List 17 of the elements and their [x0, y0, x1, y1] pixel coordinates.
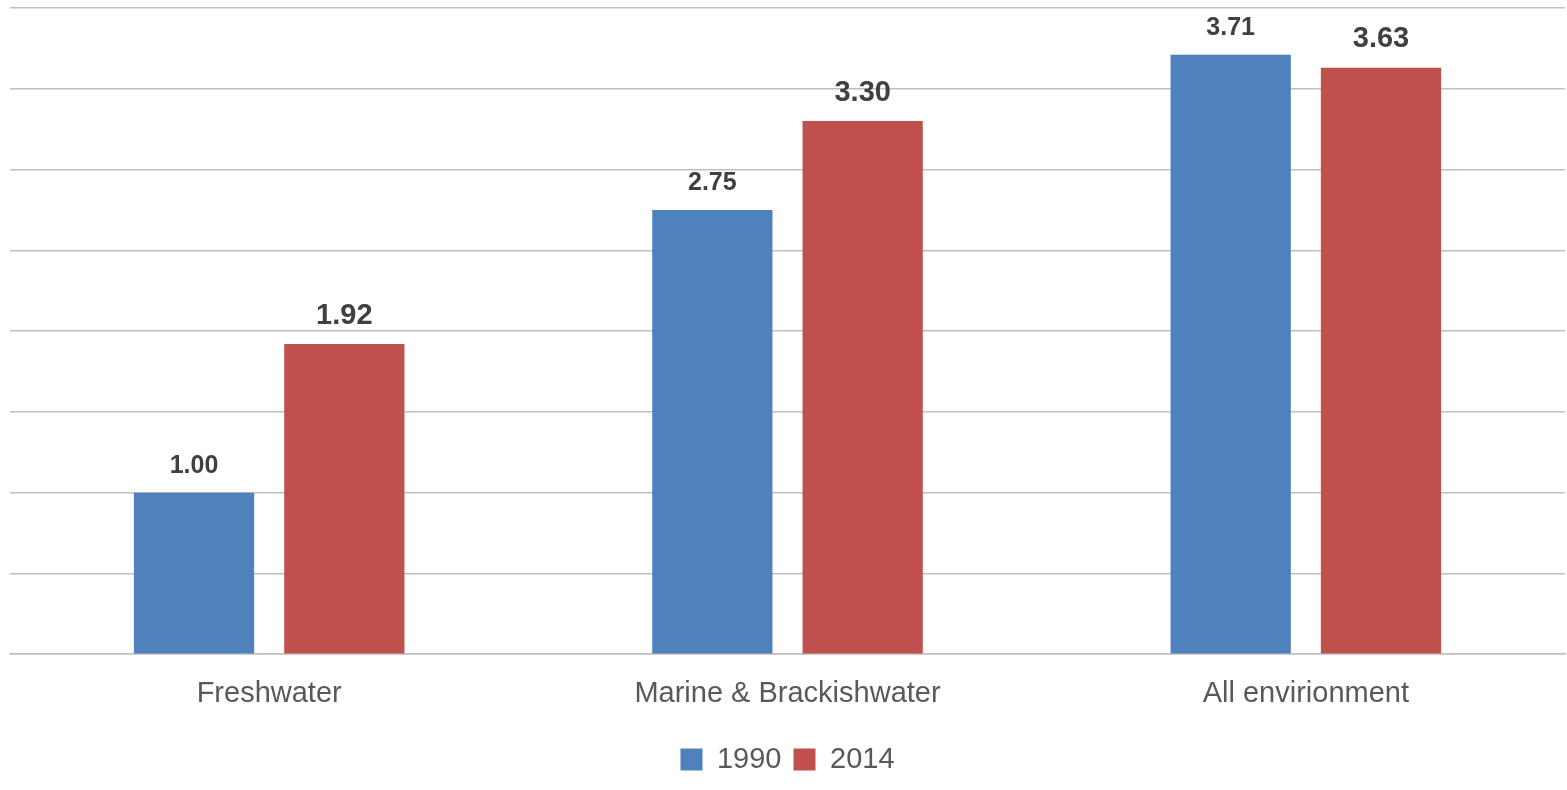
x-tick-label: Freshwater: [196, 675, 343, 708]
bar: [284, 344, 405, 654]
data-label: 1.00: [169, 450, 219, 479]
data-label: 1.92: [316, 297, 373, 330]
x-tick-label: All envirionment: [1202, 675, 1409, 708]
legend-label: 2014: [830, 741, 895, 774]
legend-label: 1990: [716, 741, 782, 774]
data-label: 3.30: [834, 74, 891, 107]
bar: [1170, 54, 1291, 654]
x-tick-label: Marine & Brackishwater: [634, 675, 941, 708]
data-label: 3.71: [1206, 12, 1256, 41]
bar: [802, 121, 923, 654]
bar: [1320, 67, 1442, 654]
bar: [133, 492, 255, 654]
bar: [652, 209, 773, 654]
data-label: 3.63: [1352, 21, 1410, 54]
data-label: 2.75: [688, 167, 737, 196]
